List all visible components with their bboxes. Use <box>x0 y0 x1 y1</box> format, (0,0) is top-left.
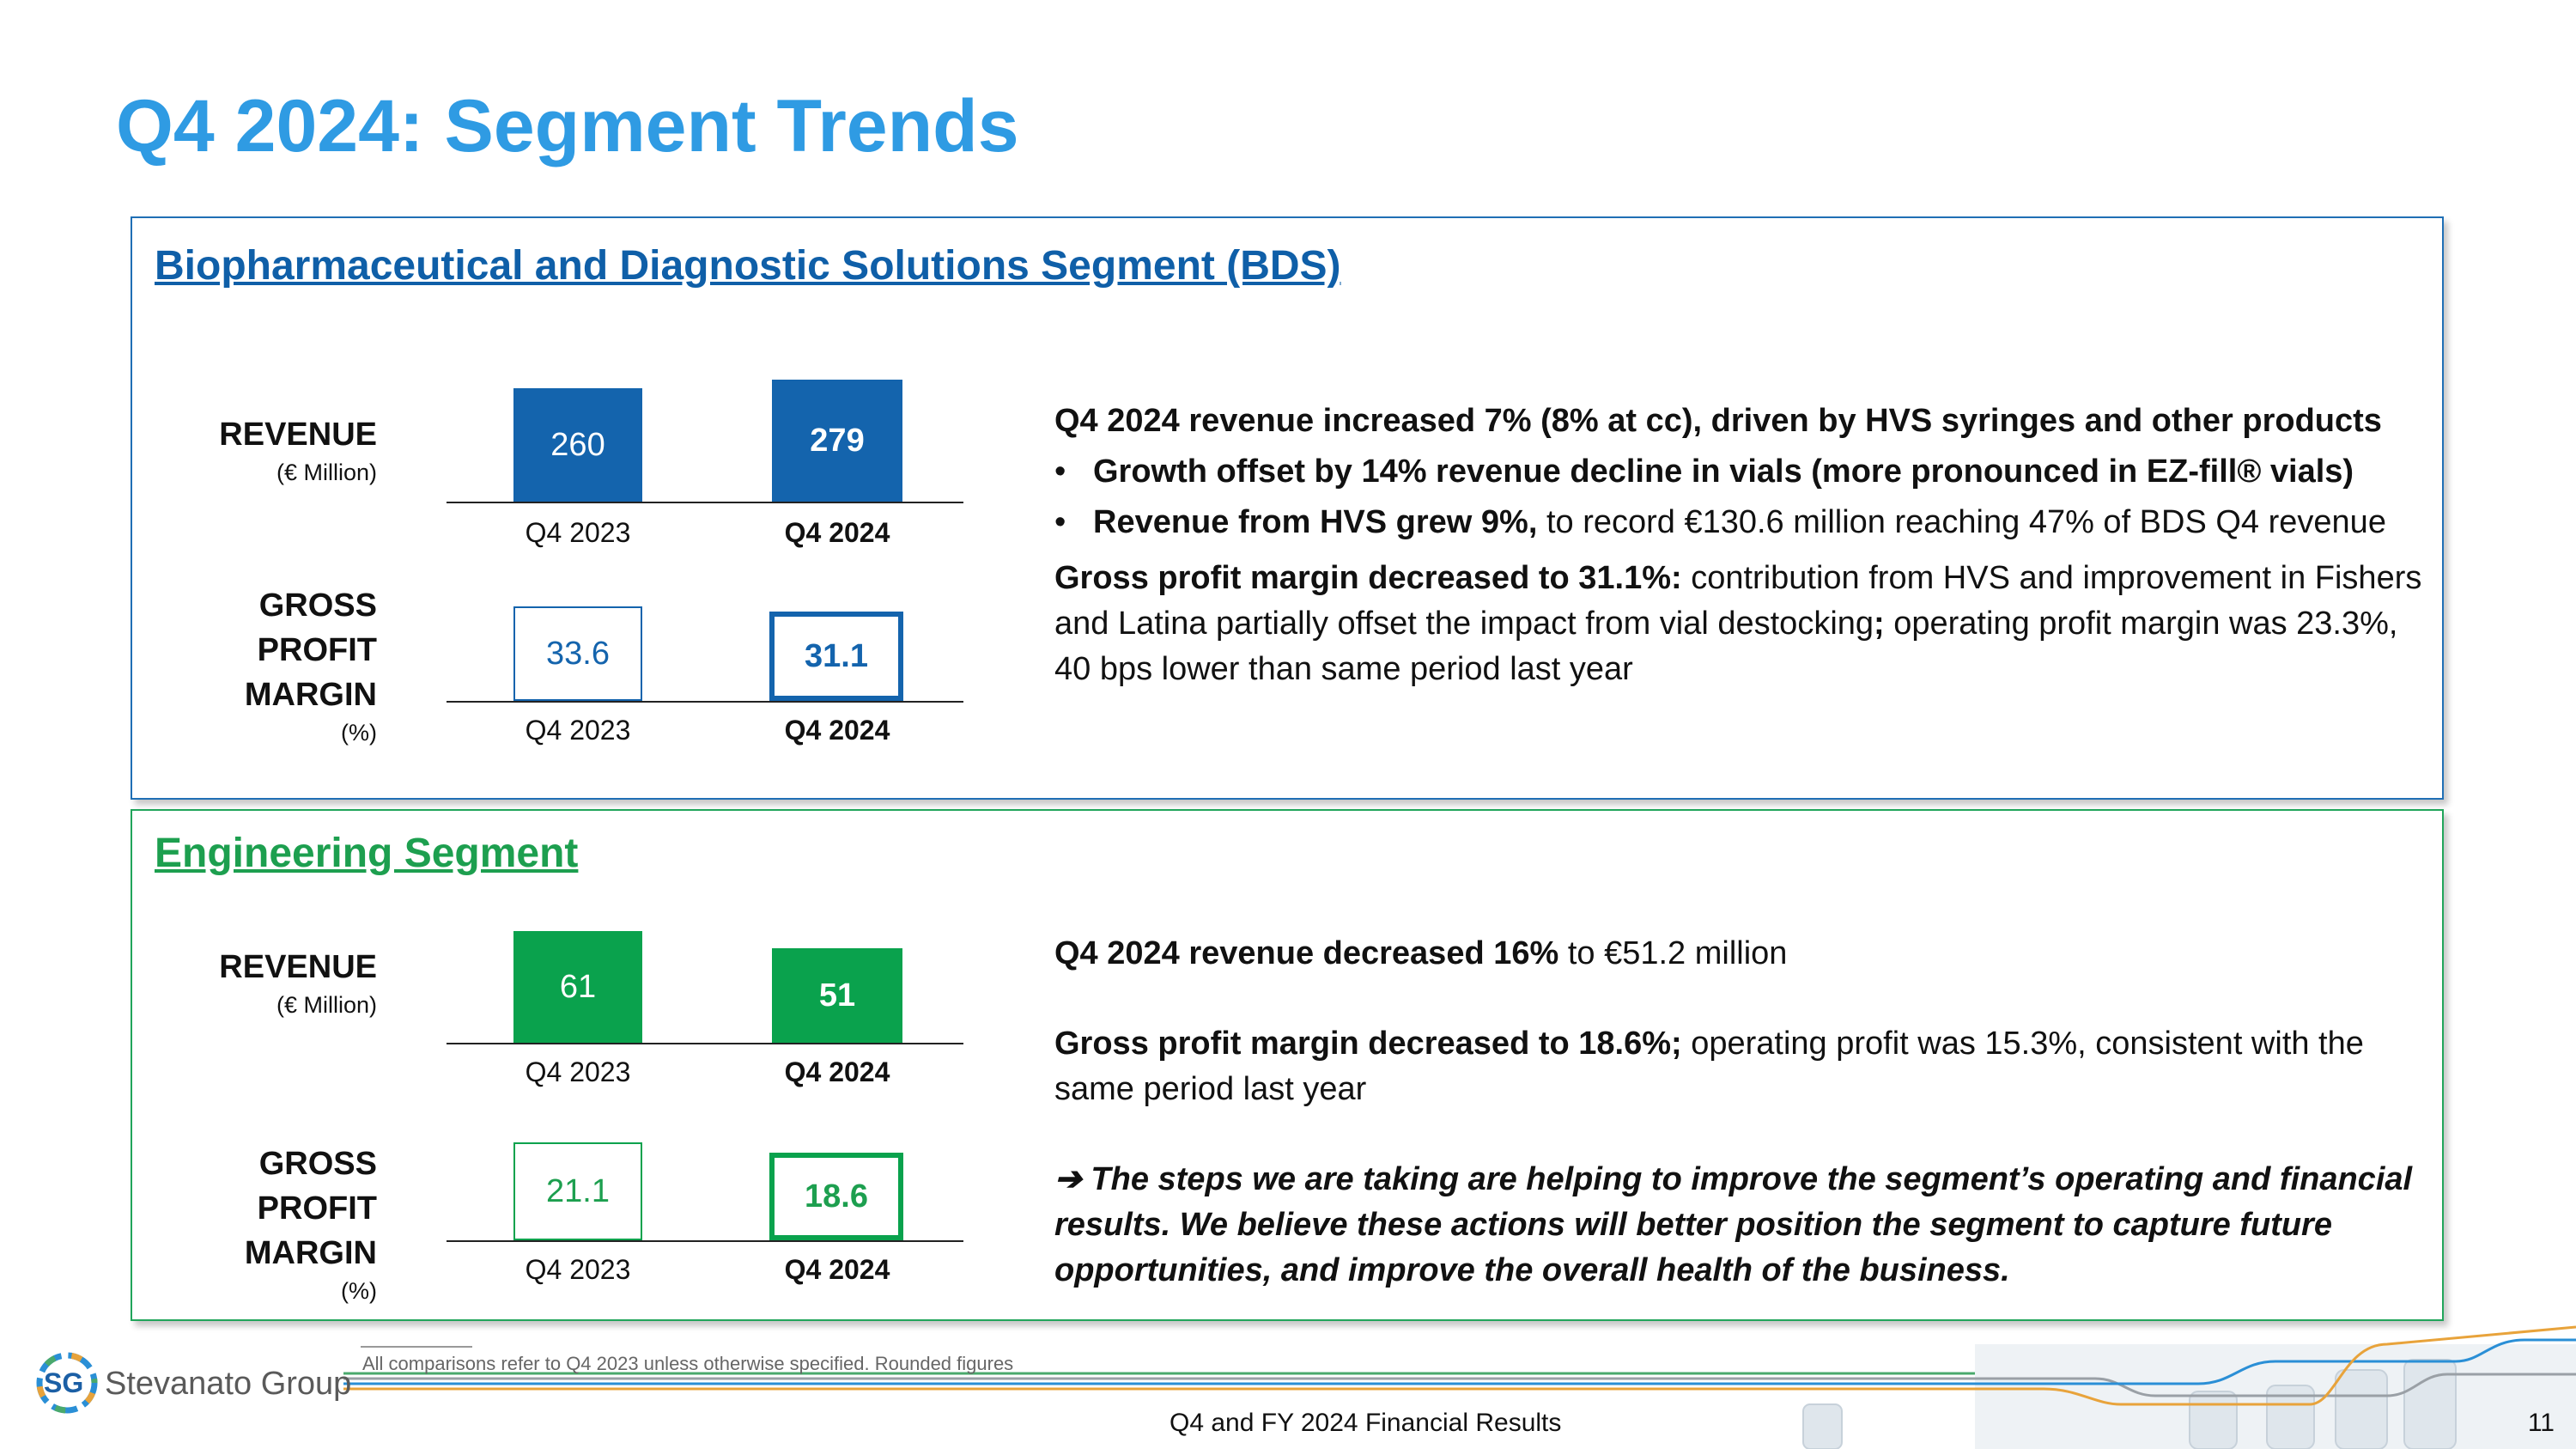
bds-revenue-value-q4-2023: 260 <box>550 426 605 463</box>
bds-gpm-label-line2: MARGIN <box>244 677 377 713</box>
bds-revenue-category-q4-2024: Q4 2024 <box>784 517 890 548</box>
eng-outlook-note-text: The steps we are taking are helping to i… <box>1054 1161 2413 1288</box>
eng-revenue-bar-q4-2024: 51 <box>772 948 902 1043</box>
bds-gpm-paragraph: Gross profit margin decreased to 31.1%: … <box>1054 556 2428 692</box>
logo-mark: SG <box>44 1367 84 1398</box>
eng-revenue-value-q4-2024: 51 <box>818 977 856 1014</box>
eng-gpm-paragraph-bold: Gross profit margin decreased to 18.6%; <box>1054 1026 1682 1062</box>
bds-revenue-unit: (€ Million) <box>276 460 377 485</box>
sg-logo-icon <box>36 1352 98 1414</box>
bds-gpm-label: GROSS PROFIT MARGIN (%) <box>149 583 377 748</box>
arrow-right-icon: ➔ <box>1054 1161 1082 1197</box>
engineering-segment-heading: Engineering Segment <box>155 831 579 876</box>
eng-revenue-category-q4-2024: Q4 2024 <box>784 1056 890 1087</box>
bds-gpm-category-q4-2024: Q4 2024 <box>784 715 890 746</box>
footnote: All comparisons refer to Q4 2023 unless … <box>362 1353 1014 1374</box>
bds-gpm-paragraph-semicolon: ; <box>1874 606 1885 642</box>
eng-revenue-axis <box>447 1043 963 1044</box>
bds-revenue-category-q4-2023: Q4 2023 <box>525 517 631 548</box>
bds-gpm-unit: (%) <box>341 720 377 746</box>
footer-gray-line <box>343 1373 2576 1397</box>
eng-gpm-box-q4-2024: 18.6 <box>769 1153 903 1240</box>
bds-bullet-1: Growth offset by 14% revenue decline in … <box>1054 449 2428 495</box>
eng-gpm-label-line2: MARGIN <box>244 1235 377 1271</box>
page-number: 11 <box>2527 1409 2555 1437</box>
footnote-divider <box>361 1346 472 1348</box>
bds-commentary: Q4 2024 revenue increased 7% (8% at cc),… <box>1054 399 2428 692</box>
bds-gpm-label-line1: GROSS PROFIT <box>257 588 377 668</box>
bds-gpm-box-q4-2023: 33.6 <box>513 606 642 701</box>
eng-gpm-paragraph: Gross profit margin decreased to 18.6%; … <box>1054 1021 2428 1112</box>
bds-headline: Q4 2024 revenue increased 7% (8% at cc),… <box>1054 399 2428 444</box>
logo-text: Stevanato Group <box>105 1366 352 1402</box>
bds-revenue-label: REVENUE (€ Million) <box>149 412 377 488</box>
eng-headline-rest: to €51.2 million <box>1558 935 1788 971</box>
bds-segment-panel: Biopharmaceutical and Diagnostic Solutio… <box>131 216 2444 800</box>
bds-bullet-2-bold: Revenue from HVS grew 9%, <box>1093 504 1538 540</box>
eng-gpm-category-q4-2023: Q4 2023 <box>525 1254 631 1285</box>
page-title: Q4 2024: Segment Trends <box>116 85 1019 167</box>
bds-gpm-paragraph-rest2: operating profit margin was 23.3%, 40 bp… <box>1054 606 2398 687</box>
bds-revenue-bar-q4-2024: 279 <box>772 380 902 502</box>
eng-outlook-note: ➔ The steps we are taking are helping to… <box>1054 1157 2428 1294</box>
bds-gpm-paragraph-bold: Gross profit margin decreased to 31.1%: <box>1054 560 1682 596</box>
bds-gpm-value-q4-2024: 31.1 <box>805 637 868 674</box>
bds-gpm-value-q4-2023: 33.6 <box>546 635 610 672</box>
eng-commentary: Q4 2024 revenue decreased 16% to €51.2 m… <box>1054 931 2428 1294</box>
engineering-segment-panel: Engineering Segment REVENUE (€ Million) … <box>131 809 2444 1321</box>
bds-gpm-axis <box>447 701 963 703</box>
bds-revenue-label-text: REVENUE <box>219 417 377 453</box>
eng-headline: Q4 2024 revenue decreased 16% to €51.2 m… <box>1054 931 2428 977</box>
bds-bullet-2-rest: to record €130.6 million reaching 47% of… <box>1537 504 2386 540</box>
eng-gpm-value-q4-2024: 18.6 <box>805 1178 868 1215</box>
eng-revenue-label: REVENUE (€ Million) <box>149 945 377 1020</box>
stevanato-logo: SG <box>34 1350 100 1416</box>
bds-gpm-category-q4-2023: Q4 2023 <box>525 715 631 746</box>
eng-gpm-axis <box>447 1240 963 1242</box>
bds-gpm-paragraph-rest: contribution from HVS and improvement in… <box>1054 560 2422 642</box>
eng-gpm-category-q4-2024: Q4 2024 <box>784 1254 890 1285</box>
bds-bullet-2: Revenue from HVS grew 9%, to record €130… <box>1054 500 2428 545</box>
bds-revenue-axis <box>447 502 963 503</box>
eng-gpm-label-line1: GROSS PROFIT <box>257 1146 377 1227</box>
eng-headline-bold: Q4 2024 revenue decreased 16% <box>1054 935 1559 971</box>
footer-title: Q4 and FY 2024 Financial Results <box>1170 1409 1562 1437</box>
eng-gpm-value-q4-2023: 21.1 <box>546 1172 610 1209</box>
footer-blue-line <box>343 1338 2576 1385</box>
eng-revenue-unit: (€ Million) <box>276 992 377 1018</box>
bds-revenue-bar-q4-2023: 260 <box>513 388 642 502</box>
eng-gpm-unit: (%) <box>341 1278 377 1304</box>
bds-gpm-box-q4-2024: 31.1 <box>769 612 903 701</box>
bds-headline-text: Q4 2024 revenue increased 7% (8% at cc),… <box>1054 403 2382 439</box>
bds-revenue-value-q4-2024: 279 <box>810 422 865 459</box>
footer-vials-shapes <box>1802 1359 2457 1449</box>
eng-revenue-label-text: REVENUE <box>219 949 377 985</box>
bds-segment-heading: Biopharmaceutical and Diagnostic Solutio… <box>155 243 1341 289</box>
eng-revenue-bar-q4-2023: 61 <box>513 931 642 1043</box>
footer-orange-line <box>343 1325 2576 1406</box>
eng-gpm-box-q4-2023: 21.1 <box>513 1142 642 1240</box>
footer-decorative-lines <box>343 1325 2576 1449</box>
eng-revenue-value-q4-2023: 61 <box>559 968 597 1005</box>
bds-bullet-1-text: Growth offset by 14% revenue decline in … <box>1093 454 2354 490</box>
eng-revenue-category-q4-2023: Q4 2023 <box>525 1056 631 1087</box>
eng-gpm-label: GROSS PROFIT MARGIN (%) <box>149 1142 377 1306</box>
eng-gpm-paragraph-rest: operating profit was 15.3%, consistent w… <box>1054 1026 2364 1107</box>
